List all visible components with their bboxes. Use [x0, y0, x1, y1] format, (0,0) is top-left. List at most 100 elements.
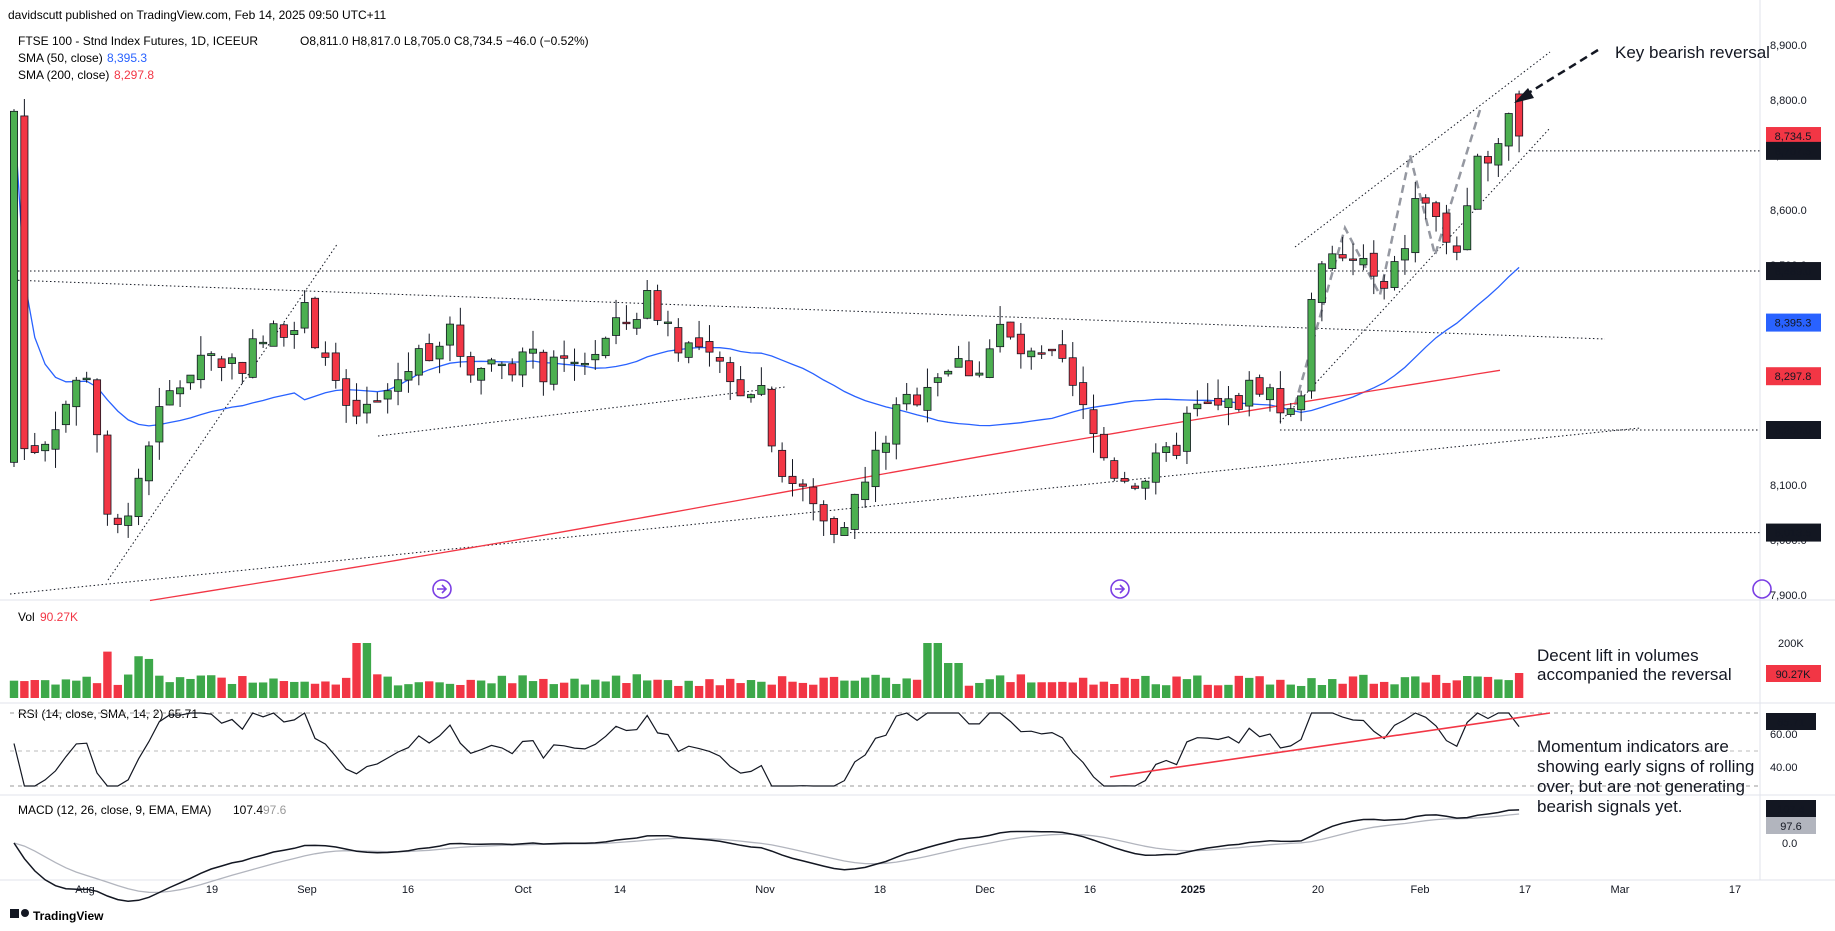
volume-bar	[1151, 684, 1160, 698]
rsi-badge	[1766, 713, 1816, 730]
event-icon[interactable]	[1110, 579, 1130, 599]
volume-bar	[445, 683, 455, 698]
volume-bar	[1027, 682, 1036, 698]
candle-body	[1058, 344, 1067, 359]
annotation-momentum-1: Momentum indicators are	[1537, 737, 1729, 756]
volume-bar	[290, 681, 299, 698]
volume-bar	[892, 683, 901, 698]
candle-body	[726, 362, 735, 383]
candle-body	[217, 358, 226, 368]
macd-label[interactable]: MACD (12, 26, close, 9, EMA, EMA)	[18, 803, 211, 817]
candle-body	[155, 406, 164, 443]
candle-body	[985, 348, 994, 378]
candle-body	[1504, 113, 1513, 147]
volume-bar	[456, 684, 465, 698]
volume-bar	[923, 643, 932, 698]
candle-body	[1131, 485, 1140, 489]
candle-body	[902, 393, 911, 405]
candle-body	[248, 338, 257, 378]
trendline[interactable]	[377, 386, 786, 437]
event-icon[interactable]	[1752, 579, 1772, 599]
volume-bar	[92, 683, 102, 698]
volume-bar	[258, 682, 268, 698]
price-badge	[1766, 523, 1821, 542]
candle-body	[1286, 408, 1295, 415]
sma200-label[interactable]: SMA (200, close)	[18, 68, 109, 82]
candle-body	[41, 443, 50, 452]
volume-bar	[653, 679, 662, 698]
trendline[interactable]	[107, 242, 339, 581]
symbol-title[interactable]: FTSE 100 - Stnd Index Futures, 1D, ICEEU…	[18, 34, 258, 48]
candle-body	[798, 483, 807, 487]
candle-body	[383, 390, 392, 400]
volume-bar	[487, 683, 496, 698]
volume-bar	[186, 678, 195, 698]
candles	[9, 90, 1524, 544]
volume-bar	[227, 683, 237, 698]
volume-bar	[819, 677, 828, 698]
candle-body	[622, 321, 631, 325]
volume-bar	[570, 678, 579, 698]
candle-body	[705, 341, 714, 353]
volume-bar	[1483, 676, 1493, 698]
time-tick: 2025	[1181, 884, 1205, 896]
volume-bar	[425, 681, 434, 698]
volume-bar	[123, 674, 133, 698]
rsi-label[interactable]: RSI (14, close, SMA, 14, 2)	[18, 707, 163, 721]
trendline[interactable]	[9, 427, 1641, 595]
candle-body	[1141, 480, 1150, 489]
volume-bar	[1099, 681, 1109, 698]
candle-body	[1172, 444, 1181, 456]
sma50-label[interactable]: SMA (50, close)	[18, 51, 103, 65]
volume-bar	[1307, 678, 1316, 698]
volume-bar	[964, 685, 974, 698]
volume-bar	[269, 678, 278, 698]
candle-body	[1162, 446, 1171, 453]
candle-body	[1400, 248, 1409, 261]
price-tick: 8,100.0	[1770, 480, 1807, 492]
footer-brand: TradingView	[33, 909, 104, 923]
candle-body	[757, 385, 766, 395]
time-axis[interactable]: Aug 19 Sep 16 Oct 14 Nov 18 Dec 16 2025 20 Feb 17 Mar 1…	[75, 884, 1741, 896]
candle-body	[259, 341, 268, 345]
candle-body	[529, 348, 538, 354]
horizontal-levels	[10, 150, 1760, 534]
volume-bar	[663, 680, 673, 698]
trendline[interactable]	[1279, 127, 1551, 423]
candle-body	[1442, 212, 1451, 243]
candle-body	[1349, 258, 1358, 261]
candle-body	[508, 363, 517, 376]
volume-label[interactable]: Vol	[18, 610, 35, 624]
volume-bar	[1348, 676, 1358, 698]
trendline[interactable]	[1294, 51, 1551, 248]
macd-badge-text: 107.4	[1777, 804, 1805, 816]
time-tick: Sep	[297, 884, 317, 896]
candle-body	[570, 361, 579, 365]
ohlc-values: O8,811.0 H8,817.0 L8,705.0 C8,734.5 −46.…	[300, 34, 589, 48]
price-badge-text: 8,734.5	[1775, 131, 1812, 143]
trendline[interactable]	[9, 279, 1606, 340]
event-icon[interactable]	[432, 579, 452, 599]
candle-body	[840, 527, 849, 536]
candle-body	[342, 378, 351, 406]
candle-body	[663, 321, 672, 324]
candle-body	[674, 327, 683, 354]
volume-bar	[601, 681, 610, 698]
candle-body	[279, 324, 288, 338]
volume-bar	[694, 685, 704, 698]
volume-bar	[1265, 684, 1275, 698]
candle-body	[923, 386, 932, 411]
price-badge	[1766, 367, 1821, 386]
candle-body	[445, 323, 454, 346]
time-tick: 18	[874, 884, 886, 896]
volume-bar	[61, 679, 71, 698]
candle-body	[1027, 350, 1036, 358]
candle-body	[1079, 382, 1088, 406]
candle-body	[1255, 377, 1264, 395]
volume-bar	[559, 682, 569, 698]
annotation-momentum-4: bearish signals yet.	[1537, 797, 1683, 816]
candle-body	[778, 449, 787, 477]
candle-body	[238, 361, 247, 374]
volume-bar	[1379, 681, 1389, 698]
candle-body	[456, 324, 465, 357]
